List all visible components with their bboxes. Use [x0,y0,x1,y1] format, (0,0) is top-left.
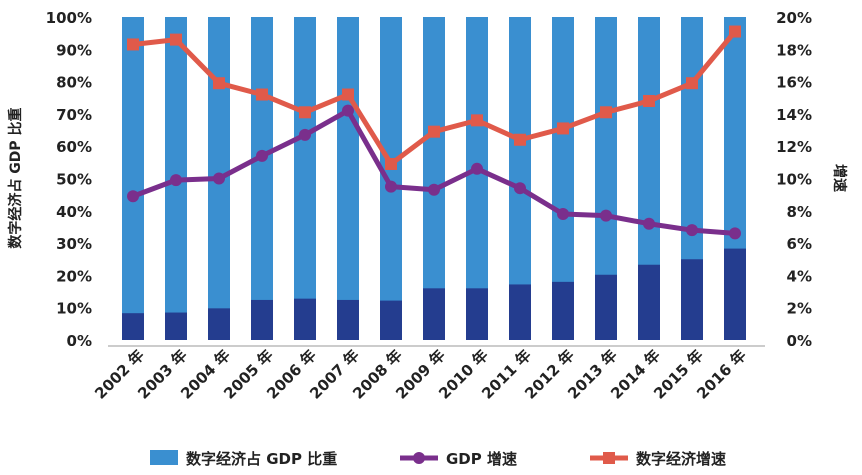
legend: 数字经济占 GDP 比重 GDP 增速 数字经济增速 [150,450,726,468]
lines-layer [127,25,741,240]
left-tick-label: 100% [46,9,92,27]
right-axis-ticks: 0% 2% 4% 6% 8% 10% 12% 14% 16% 18% 20% [776,9,812,350]
left-tick-label: 70% [56,106,92,124]
bar-total-5 [337,17,359,340]
series-1-point-8 [471,114,483,127]
bar-total-0 [122,17,144,340]
series-0-point-9 [514,182,526,195]
left-tick-label: 60% [56,138,92,156]
bar-total-10 [552,17,574,340]
series-0-point-4 [299,128,311,141]
bar-share-7 [423,288,445,340]
bar-share-13 [681,259,703,340]
right-tick-label: 0% [787,332,812,350]
left-tick-label: 40% [56,203,92,221]
bar-share-2 [208,308,230,340]
left-tick-label: 90% [56,41,92,59]
series-0-point-6 [385,180,397,193]
right-tick-label: 2% [787,300,812,318]
series-0-point-8 [471,162,483,175]
left-axis-title: 数字经济占 GDP 比重 [7,107,24,248]
right-tick-label: 18% [776,41,812,59]
series-1-point-5 [342,88,354,101]
right-tick-label: 8% [787,203,812,221]
bar-share-11 [595,274,617,340]
left-tick-label: 20% [56,267,92,285]
series-1-point-10 [557,122,569,135]
series-0-point-7 [428,183,440,196]
bar-share-0 [122,313,144,340]
right-tick-label: 12% [776,138,812,156]
left-tick-label: 80% [56,74,92,92]
series-0-point-14 [729,227,741,240]
series-0-point-12 [643,217,655,230]
bar-share-10 [552,281,574,340]
legend-swatch-marker [603,452,615,464]
series-0-point-2 [213,172,225,185]
series-0-point-11 [600,209,612,222]
bar-share-8 [466,288,488,340]
right-tick-label: 16% [776,74,812,92]
bar-total-3 [251,17,273,340]
bars-share-layer [122,248,746,340]
series-1-point-6 [385,157,397,170]
series-1-point-9 [514,133,526,146]
series-1-point-11 [600,106,612,119]
bar-total-8 [466,17,488,340]
left-tick-label: 0% [67,332,92,350]
series-1-point-2 [213,77,225,90]
series-1-point-12 [643,94,655,107]
bar-share-14 [724,248,746,340]
series-1-point-14 [729,25,741,38]
bar-share-5 [337,299,359,340]
right-tick-label: 20% [776,9,812,27]
bar-share-4 [294,298,316,340]
series-1-point-7 [428,125,440,138]
bar-total-4 [294,17,316,340]
bar-total-6 [380,17,402,340]
series-1-point-0 [127,38,139,51]
left-tick-label: 10% [56,300,92,318]
bar-share-6 [380,300,402,340]
left-tick-label: 30% [56,235,92,253]
bar-total-7 [423,17,445,340]
left-axis-ticks: 0% 10% 20% 30% 40% 50% 60% 70% 80% 90% 100% [46,9,92,350]
right-tick-label: 6% [787,235,812,253]
right-axis-title: 增速 [831,164,848,192]
legend-label: 数字经济增速 [636,450,726,468]
series-0-point-3 [256,149,268,162]
series-0-point-1 [170,174,182,187]
legend-swatch-marker [413,452,425,464]
right-tick-label: 10% [776,171,812,189]
right-tick-label: 14% [776,106,812,124]
bar-total-11 [595,17,617,340]
bar-share-9 [509,284,531,340]
legend-swatch-bar [150,450,178,465]
series-1-point-4 [299,106,311,119]
left-tick-label: 50% [56,171,92,189]
series-1-point-3 [256,88,268,101]
series-0-point-5 [342,104,354,117]
legend-label: 数字经济占 GDP 比重 [186,450,337,468]
legend-label: GDP 增速 [446,450,517,468]
series-1-point-13 [686,77,698,90]
bar-share-3 [251,299,273,340]
series-1-point-1 [170,33,182,46]
bar-share-12 [638,264,660,340]
series-0-point-0 [127,190,139,203]
right-tick-label: 4% [787,267,812,285]
bar-share-1 [165,312,187,340]
series-0-point-13 [686,224,698,237]
series-0-point-10 [557,208,569,221]
bar-total-9 [509,17,531,340]
